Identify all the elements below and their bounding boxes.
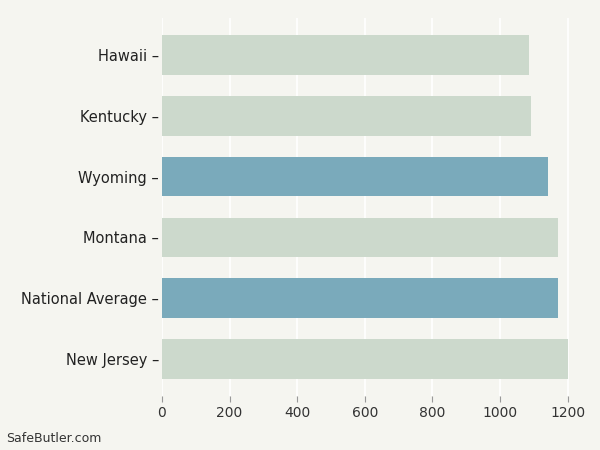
Bar bbox=[162, 96, 531, 135]
Text: SafeButler.com: SafeButler.com bbox=[6, 432, 101, 446]
Bar bbox=[162, 35, 529, 75]
Bar bbox=[162, 339, 568, 379]
Bar bbox=[162, 279, 558, 318]
Bar bbox=[162, 218, 557, 257]
Bar bbox=[162, 157, 548, 196]
